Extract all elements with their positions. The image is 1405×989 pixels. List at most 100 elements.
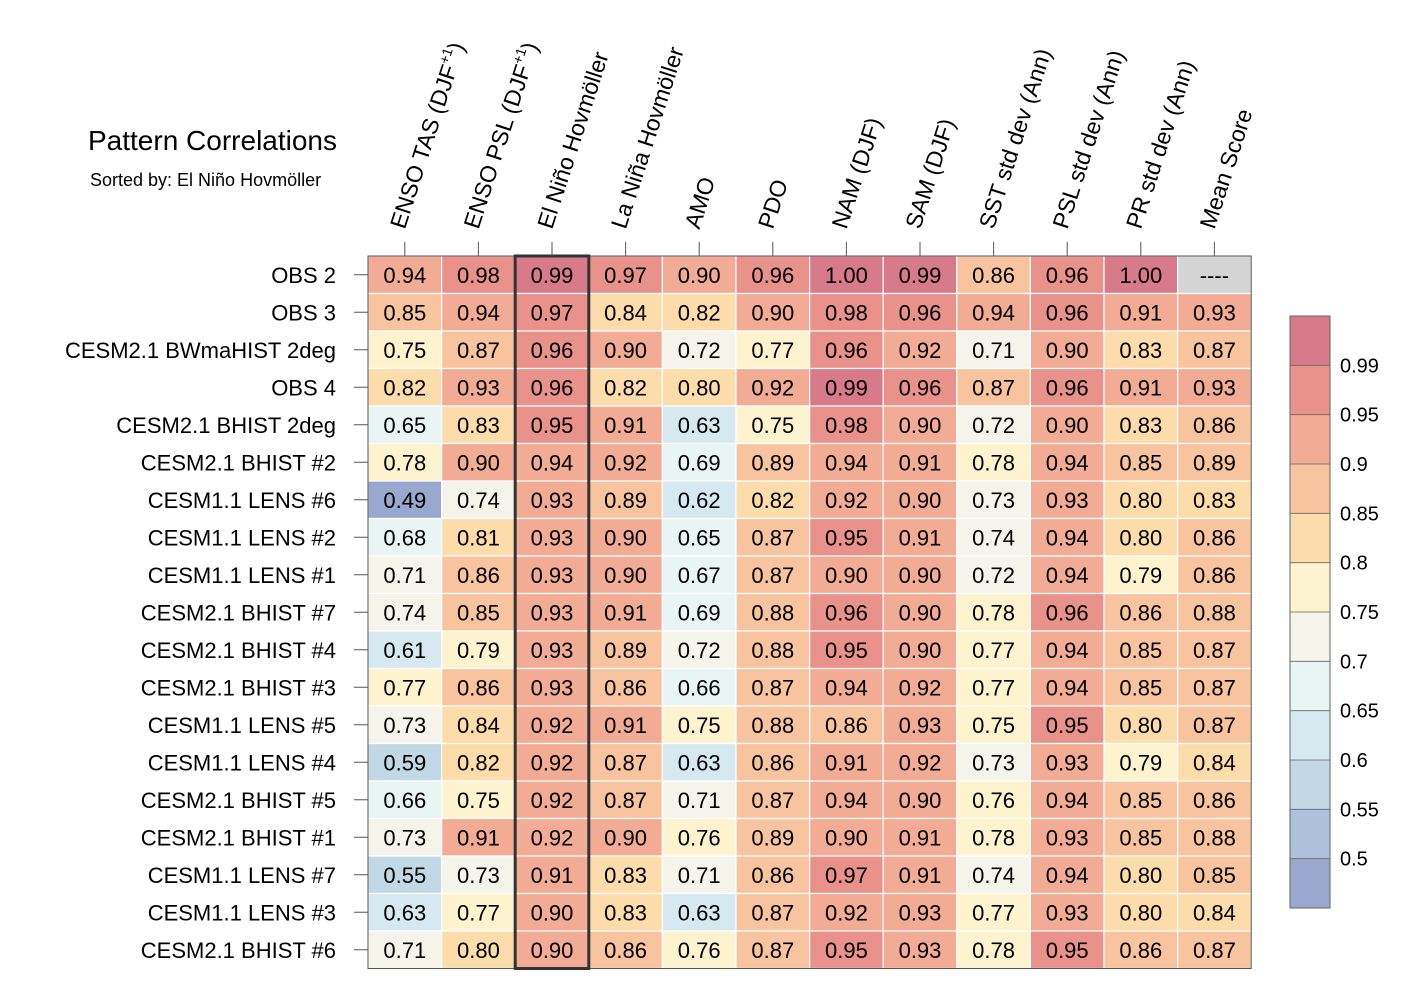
cell-value-label: 0.90 xyxy=(899,788,942,813)
heatmap-cell xyxy=(1029,330,1105,370)
cell-value-label: 0.85 xyxy=(1119,825,1162,850)
colorbar-tick-label: 0.99 xyxy=(1340,355,1379,377)
colorbar-tick-label: 0.55 xyxy=(1340,799,1379,821)
cell-value-label: 0.83 xyxy=(1193,488,1236,513)
heatmap-cell xyxy=(514,330,590,370)
cell-value-label: 0.87 xyxy=(604,788,647,813)
heatmap-cell xyxy=(441,442,516,482)
colorbar-tick-label: 0.85 xyxy=(1340,503,1379,525)
cell-value-label: 0.74 xyxy=(457,488,500,513)
row-label: CESM2.1 BHIST #5 xyxy=(141,788,336,813)
heatmap-cell xyxy=(661,780,737,820)
cell-value-label: 0.68 xyxy=(383,525,426,550)
cell-value-label: 0.78 xyxy=(972,825,1015,850)
cell-value-label: 0.91 xyxy=(457,825,500,850)
cell-value-label: 0.92 xyxy=(531,750,574,775)
cell-value-label: 0.86 xyxy=(1193,525,1236,550)
cell-value-label: 0.91 xyxy=(604,713,647,738)
heatmap-cell xyxy=(808,442,884,482)
heatmap-cell xyxy=(735,817,811,857)
heatmap-cell xyxy=(956,330,1031,370)
cell-value-label: 0.83 xyxy=(604,863,647,888)
colorbar-tick-label: 0.8 xyxy=(1340,553,1368,575)
heatmap-cell xyxy=(808,742,884,782)
colorbar-bin xyxy=(1290,612,1330,662)
cell-value-label: 0.72 xyxy=(678,338,721,363)
heatmap-cell xyxy=(1103,555,1179,595)
cell-value-label: 0.93 xyxy=(899,938,942,963)
heatmap-cell xyxy=(588,667,663,707)
heatmap-cell xyxy=(661,705,737,745)
heatmap-cell xyxy=(367,592,443,632)
cell-value-label: 0.90 xyxy=(531,938,574,963)
cell-value-label: 0.77 xyxy=(972,900,1015,925)
heatmap-cell xyxy=(735,555,811,595)
cell-value-label: 0.79 xyxy=(1119,750,1162,775)
colorbar-tick-label: 0.65 xyxy=(1340,701,1379,723)
row-label: CESM1.1 LENS #2 xyxy=(148,525,336,550)
heatmap-cell xyxy=(1029,255,1105,295)
heatmap-cell xyxy=(1029,855,1105,895)
heatmap-cell xyxy=(1176,667,1252,707)
heatmap-cell xyxy=(1103,630,1179,670)
heatmap-cell xyxy=(1176,517,1252,557)
heatmap-cell xyxy=(661,667,737,707)
cell-value-label: 0.90 xyxy=(825,825,868,850)
heatmap-cell xyxy=(1176,705,1252,745)
cell-value-label: 0.85 xyxy=(457,600,500,625)
row-label: OBS 4 xyxy=(271,375,336,400)
heatmap-cell xyxy=(588,480,663,520)
row-label: CESM2.1 BHIST #6 xyxy=(141,938,336,963)
cell-value-label: 0.93 xyxy=(531,488,574,513)
heatmap-cell xyxy=(1029,592,1105,632)
heatmap-cell xyxy=(882,442,958,482)
heatmap-cell xyxy=(1103,367,1179,407)
heatmap-cell xyxy=(441,780,516,820)
heatmap-cell xyxy=(1103,742,1179,782)
heatmap-cell xyxy=(1176,442,1252,482)
cell-value-label: 0.90 xyxy=(457,450,500,475)
cell-value-label: 0.96 xyxy=(899,300,942,325)
heatmap-cell xyxy=(441,480,516,520)
heatmap-cell xyxy=(1103,930,1179,970)
heatmap-cell xyxy=(1176,592,1252,632)
colorbar-bin xyxy=(1290,513,1330,563)
cell-value-label: 0.73 xyxy=(972,488,1015,513)
heatmap-cell xyxy=(441,667,516,707)
cell-value-label: 0.79 xyxy=(1119,563,1162,588)
cell-value-label: 0.94 xyxy=(825,788,868,813)
cell-value-label: 0.71 xyxy=(678,863,721,888)
cell-value-label: 0.85 xyxy=(383,300,426,325)
cell-value-label: 0.87 xyxy=(751,675,794,700)
heatmap-cell xyxy=(367,480,443,520)
cell-value-label: 0.86 xyxy=(751,863,794,888)
cell-value-label: 0.87 xyxy=(1193,338,1236,363)
heatmap-cell xyxy=(808,780,884,820)
heatmap-cell xyxy=(441,705,516,745)
cell-value-label: 0.80 xyxy=(457,938,500,963)
cell-value-label: 0.94 xyxy=(1046,675,1089,700)
cell-value-label: 0.90 xyxy=(1046,338,1089,363)
heatmap-cell xyxy=(808,330,884,370)
heatmap-cell xyxy=(735,405,811,445)
row-label: CESM1.1 LENS #5 xyxy=(148,713,336,738)
row-label: CESM1.1 LENS #4 xyxy=(148,750,336,775)
cell-value-label: 0.87 xyxy=(457,338,500,363)
cell-value-label: 0.93 xyxy=(1193,375,1236,400)
cell-value-label: 0.90 xyxy=(899,600,942,625)
cell-value-label: 0.86 xyxy=(1193,563,1236,588)
row-label: CESM1.1 LENS #6 xyxy=(148,488,336,513)
cell-value-label: 0.94 xyxy=(531,450,574,475)
cell-value-label: 0.97 xyxy=(531,300,574,325)
column-label: ENSO PSL (DJF+1) xyxy=(457,38,544,231)
heatmap-cell xyxy=(1029,742,1105,782)
cell-value-label: 0.87 xyxy=(972,375,1015,400)
row-label: CESM2.1 BHIST #4 xyxy=(141,638,336,663)
heatmap-cell xyxy=(661,442,737,482)
cell-value-label: 0.90 xyxy=(899,488,942,513)
heatmap-cell xyxy=(735,930,811,970)
cell-value-label: 0.63 xyxy=(678,413,721,438)
heatmap-cell xyxy=(441,292,516,332)
cell-value-label: 0.90 xyxy=(751,300,794,325)
cell-value-label: 0.90 xyxy=(899,638,942,663)
